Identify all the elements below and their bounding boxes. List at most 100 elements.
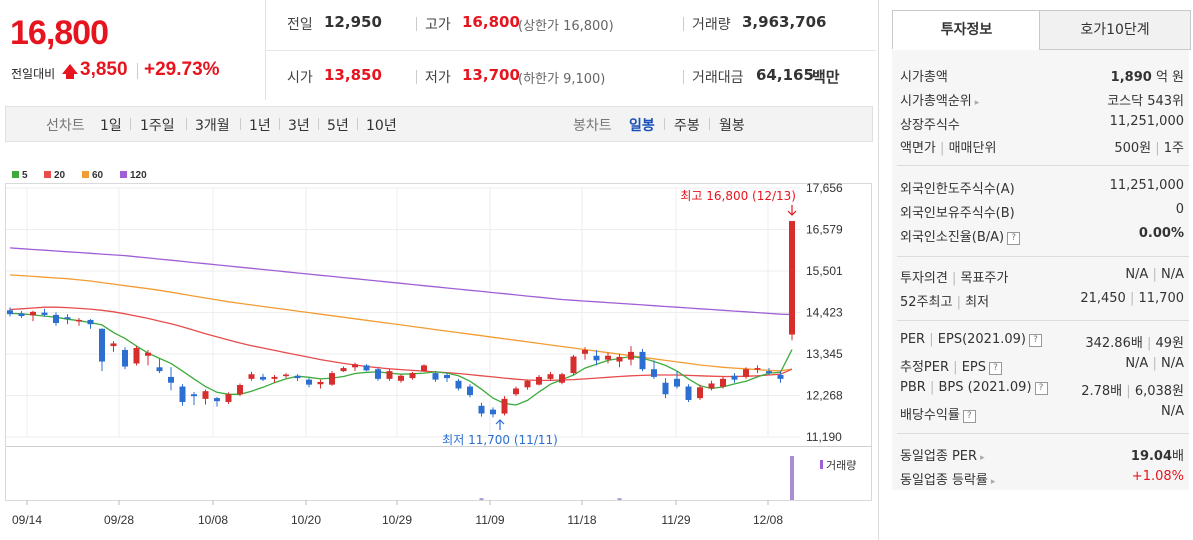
candle-body: [467, 386, 473, 396]
candle-body: [133, 348, 140, 364]
row-market-cap: 시가총액 1,890 억 원: [900, 66, 1184, 86]
industry-change-label[interactable]: 동일업종 등락률: [900, 473, 988, 488]
period-3y[interactable]: 3년: [288, 118, 310, 134]
help-icon[interactable]: ?: [989, 362, 1002, 375]
ma120-line: [9, 247, 793, 316]
lower-limit: (하한가 9,100): [518, 72, 606, 87]
candle-body: [53, 314, 59, 324]
candle-body: [99, 328, 105, 362]
help-icon[interactable]: ?: [1007, 232, 1021, 245]
candle-body: [593, 355, 600, 361]
candle-body: [708, 383, 715, 389]
period-1y[interactable]: 1년: [249, 118, 271, 134]
w52-low-label: 최저: [965, 295, 990, 310]
candle-body: [179, 386, 186, 402]
row-industry-change: 동일업종 등락률 ▸ +1.08%: [900, 469, 1184, 489]
divider: [416, 17, 417, 31]
target-price-value: N/A: [1161, 267, 1184, 282]
x-tick-label: 11/09: [475, 513, 504, 527]
candle-body: [260, 376, 266, 380]
candle-body: [570, 356, 577, 374]
candle-body: [306, 379, 312, 385]
row-cap-rank: 시가총액순위 ▸ 코스닥 543위: [900, 90, 1184, 110]
foreign-limit-label: 외국인한도주식수(A): [900, 182, 1015, 197]
volume-label: 거래량: [692, 17, 731, 33]
x-tick-label: 10/29: [382, 513, 412, 527]
candle-body: [7, 310, 13, 315]
help-icon[interactable]: ?: [1028, 334, 1042, 347]
trade-unit-value: 1주: [1163, 141, 1184, 156]
divider: [137, 63, 138, 79]
tab-invest-info[interactable]: 투자정보: [892, 10, 1041, 49]
row-foreign-limit: 외국인한도주식수(A) 11,251,000: [900, 178, 1184, 198]
period-3m[interactable]: 3개월: [195, 118, 230, 134]
low-label: 저가: [425, 70, 451, 86]
change-value: 3,850: [80, 59, 128, 80]
divider: [357, 118, 358, 130]
x-tick-label: 09/28: [104, 513, 134, 527]
foreign-rate-label: 외국인소진율(B/A): [900, 230, 1005, 245]
divider: [318, 118, 319, 130]
row-52w: 52주최고 | 최저 21,450 | 11,700: [900, 291, 1184, 310]
cap-rank-value: 코스닥 543위: [1107, 94, 1184, 109]
high-arrow-icon: [787, 205, 797, 216]
period-5y[interactable]: 5년: [327, 118, 349, 134]
y-tick-label: 13,345: [806, 347, 843, 361]
chart-frame: [5, 183, 872, 501]
divider: [897, 165, 1189, 166]
help-icon[interactable]: ?: [1034, 382, 1048, 395]
legend-swatch-ma60: [82, 171, 89, 178]
chevron-right-icon: ▸: [980, 453, 985, 463]
candle-monthly[interactable]: 월봉: [719, 118, 745, 134]
high-value: 16,800: [462, 13, 520, 31]
candle-body: [398, 375, 404, 381]
candle-body: [421, 365, 427, 372]
opinion-label: 투자의견: [900, 271, 948, 286]
row-est-per: 추정PER | EPS? N/A | N/A: [900, 356, 1184, 375]
industry-per-label[interactable]: 동일업종 PER: [900, 449, 978, 464]
x-tick-label: 11/18: [567, 513, 596, 527]
open-label: 시가: [287, 70, 313, 86]
row-opinion: 투자의견 | 목표주가 N/A | N/A: [900, 267, 1184, 286]
ma60-line: [9, 274, 793, 372]
x-tick-label: 10/20: [291, 513, 321, 527]
candle-body: [605, 355, 611, 360]
candle-daily[interactable]: 일봉: [629, 118, 655, 134]
industry-change-value: +1.08%: [1131, 469, 1184, 484]
period-1w[interactable]: 1주일: [140, 118, 175, 134]
candle-weekly[interactable]: 주봉: [674, 118, 700, 134]
period-10y[interactable]: 10년: [366, 118, 397, 134]
candle-body: [720, 378, 726, 387]
price-chart: 5 20 60 120 17,656 16,579 15,501 14,423 13,3…: [5, 170, 872, 527]
prev-close-label: 전일: [287, 17, 313, 33]
period-1d[interactable]: 1일: [100, 118, 122, 134]
divider: [240, 118, 241, 130]
candle-body: [294, 375, 301, 379]
candle-body: [432, 373, 439, 380]
volume-bar: [790, 456, 794, 500]
tab-hoga-10[interactable]: 호가10단계: [1039, 10, 1191, 50]
candle-body: [444, 375, 450, 379]
trade-unit-label: 매매단위: [948, 141, 997, 156]
x-tick-label: 12/08: [753, 513, 783, 527]
candle-body: [628, 351, 634, 360]
row-par-unit: 액면가 | 매매단위 500원 | 1주: [900, 141, 1184, 156]
candle-body: [547, 374, 554, 379]
help-icon[interactable]: ?: [962, 410, 976, 423]
current-price: 16,800: [10, 14, 109, 52]
volume-legend-label: 거래량: [826, 459, 856, 472]
foreign-rate-value: 0.00%: [1138, 226, 1184, 241]
candle-body: [191, 394, 197, 397]
low-value: 13,700: [462, 66, 520, 84]
x-tick-label: 11/29: [661, 513, 690, 527]
y-tick-label: 17,656: [806, 181, 843, 195]
candle-body: [754, 368, 761, 370]
candle-body: [18, 313, 25, 317]
divider: [186, 118, 187, 130]
candle-body: [674, 378, 680, 387]
candle-body: [237, 385, 243, 395]
candle-body: [202, 391, 209, 399]
industry-per-value: 19.04: [1130, 449, 1173, 464]
target-price-label: 목표주가: [960, 271, 1009, 286]
cap-rank-label[interactable]: 시가총액순위: [900, 94, 972, 109]
